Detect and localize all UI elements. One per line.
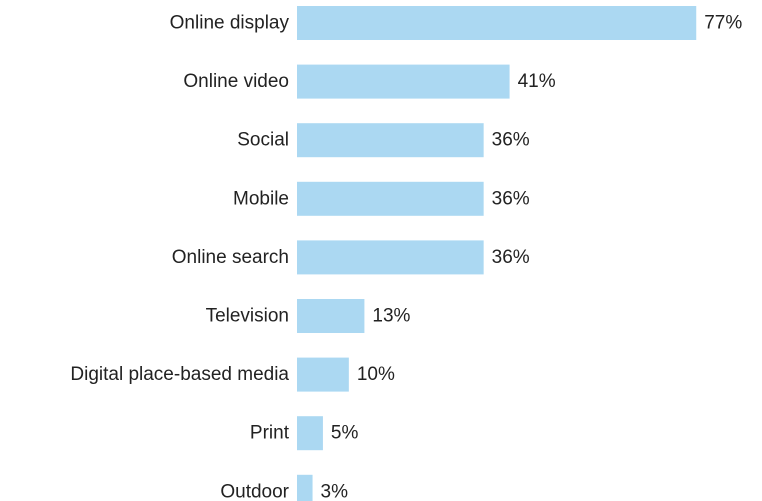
category-label-online-display: Online display <box>170 13 290 34</box>
bar-outdoor <box>297 474 313 501</box>
bars-group <box>297 6 697 501</box>
bar-print <box>297 416 323 451</box>
value-label-television: 13% <box>372 306 410 327</box>
value-label-digital-place-based-media: 10% <box>357 364 395 385</box>
category-label-mobile: Mobile <box>233 188 289 209</box>
value-label-mobile: 36% <box>492 188 530 209</box>
category-labels-group: Online display Online video Social Mobile On… <box>70 13 289 501</box>
bar-online-video <box>297 64 510 99</box>
bar-social <box>297 123 484 158</box>
category-label-online-search: Online search <box>172 247 289 268</box>
category-label-outdoor: Outdoor <box>220 481 289 501</box>
value-label-online-video: 41% <box>518 71 556 92</box>
category-label-print: Print <box>250 423 290 444</box>
value-label-online-search: 36% <box>492 247 530 268</box>
category-label-digital-place-based-media: Digital place-based media <box>70 364 289 385</box>
value-label-online-display: 77% <box>704 13 742 34</box>
value-label-outdoor: 3% <box>321 481 349 501</box>
category-label-social: Social <box>237 130 289 151</box>
bar-digital-place-based-media <box>297 357 349 392</box>
value-label-print: 5% <box>331 423 359 444</box>
value-labels-group: 77% 41% 36% 36% 36% 13% 10% 5% 3% <box>321 13 743 501</box>
bar-mobile <box>297 181 484 216</box>
bar-online-display <box>297 6 697 40</box>
category-label-online-video: Online video <box>183 71 289 92</box>
bar-television <box>297 299 365 333</box>
bar-online-search <box>297 240 484 275</box>
value-label-social: 36% <box>492 130 530 151</box>
category-label-television: Television <box>206 306 289 327</box>
